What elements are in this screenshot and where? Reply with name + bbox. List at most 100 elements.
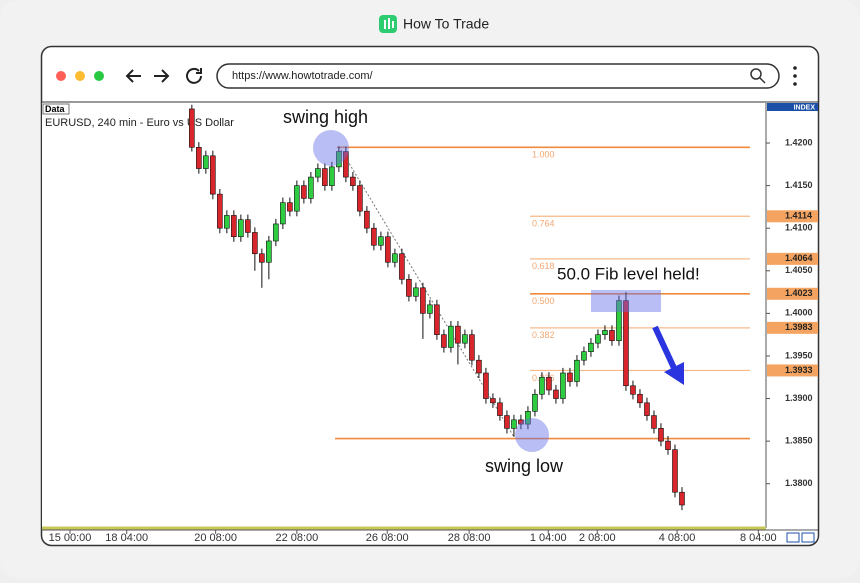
y-tick-label: 1.4150: [785, 180, 813, 190]
candle-body: [420, 287, 426, 314]
forward-button[interactable]: [154, 69, 170, 83]
search-icon[interactable]: [750, 68, 762, 80]
candle-body: [623, 300, 629, 387]
candle-body: [553, 389, 559, 399]
candle-body: [630, 385, 636, 395]
candle-body: [196, 146, 202, 169]
candle-body: [497, 402, 503, 416]
logo-bar: [384, 20, 386, 29]
candle-body: [595, 334, 601, 344]
menu: [793, 82, 797, 86]
x-tick-label: 8 04:00: [740, 532, 777, 544]
candle-body: [364, 210, 370, 229]
candle-body: [651, 415, 657, 429]
y-tick-label: 1.3800: [785, 478, 813, 488]
candle-body: [287, 202, 293, 212]
candle-body: [399, 253, 405, 280]
window-max[interactable]: [94, 71, 104, 81]
annotation: swing high: [283, 107, 368, 127]
candle-body: [511, 419, 517, 429]
swing-high-marker: [313, 130, 349, 166]
candle-body: [637, 393, 643, 404]
y-tick-label: 1.3850: [785, 436, 813, 446]
candle-body: [679, 491, 685, 506]
x-tick-label: 18 04:00: [105, 532, 148, 544]
candle-body: [469, 334, 475, 361]
down-arrow: [652, 325, 677, 370]
candle-body: [567, 372, 573, 382]
candle-body: [350, 176, 356, 186]
window-min[interactable]: [75, 71, 85, 81]
candle-body: [252, 232, 258, 255]
candle-body: [378, 236, 384, 246]
annotation: swing low: [485, 456, 564, 476]
url: https://www.howtotrade.com/: [232, 70, 374, 82]
candle-body: [385, 236, 391, 263]
x-tick-label: 22 08:00: [275, 532, 318, 544]
candle-body: [588, 342, 594, 352]
x-tick-label: 28 08:00: [448, 532, 491, 544]
reload-button[interactable]: [186, 67, 202, 84]
y-tick-label: 1.4050: [785, 265, 813, 275]
candle-body: [308, 176, 314, 199]
candle-body: [343, 151, 349, 178]
candle-body: [434, 304, 440, 335]
candle-body: [546, 376, 552, 391]
candle-body: [357, 185, 363, 212]
candle-body: [616, 300, 622, 341]
candle-body: [210, 155, 216, 195]
y-tick-label: 1.3900: [785, 393, 813, 403]
candle-body: [560, 372, 566, 399]
logo-bar: [388, 18, 390, 29]
candle-body: [280, 202, 286, 225]
url-bar[interactable]: [216, 63, 780, 89]
candle-body: [665, 440, 671, 450]
back-button[interactable]: [125, 69, 141, 83]
candle-body: [406, 279, 412, 297]
candle-body: [231, 215, 237, 238]
index-bar: [767, 103, 818, 111]
candle-body: [217, 193, 223, 229]
candle-body: [504, 415, 510, 429]
chart-title: EURUSD, 240 min - Euro vs US Dollar: [45, 117, 234, 129]
window-close[interactable]: [56, 71, 66, 81]
candle-body: [315, 168, 321, 178]
data-label: Data: [45, 104, 66, 114]
trend-line: [338, 146, 515, 438]
logo-bar: [392, 21, 394, 28]
annotation: 50.0 Fib level held!: [557, 264, 700, 283]
brand: How To Trade: [403, 16, 489, 32]
candle-body: [462, 334, 468, 344]
fib-ratio: 0.500: [532, 296, 555, 306]
x-tick-label: 15 00:00: [49, 532, 92, 544]
candle-body: [609, 330, 615, 341]
candle-body: [301, 185, 307, 199]
candle-body: [490, 398, 496, 404]
chart: INDEX Data EURUSD, 240 min - Euro vs US …: [42, 103, 818, 544]
menu: [793, 74, 797, 78]
candle-body: [483, 372, 489, 399]
candle-body: [448, 325, 454, 348]
candle-body: [518, 419, 524, 425]
x-tick-label: 4 08:00: [659, 532, 696, 544]
y-tick-label: 1.3950: [785, 350, 813, 360]
candle-body: [658, 428, 664, 442]
price-label: 1.4064: [785, 253, 813, 263]
candle-body: [539, 376, 545, 395]
candle-body: [413, 287, 419, 297]
menu[interactable]: [793, 66, 797, 70]
price-box: [767, 321, 818, 334]
zoom-icon[interactable]: [786, 532, 800, 543]
candle-body: [441, 334, 447, 348]
candle-body: [455, 325, 461, 344]
zoom-icon[interactable]: [801, 532, 815, 543]
swing-low-marker: [515, 418, 549, 452]
candle-body: [427, 304, 433, 314]
candle-body: [672, 449, 678, 493]
price-label: 1.4023: [785, 288, 813, 298]
price-label: 1.3983: [785, 322, 813, 332]
price-box: [767, 287, 818, 300]
fib-ratio: 0.618: [532, 261, 555, 271]
